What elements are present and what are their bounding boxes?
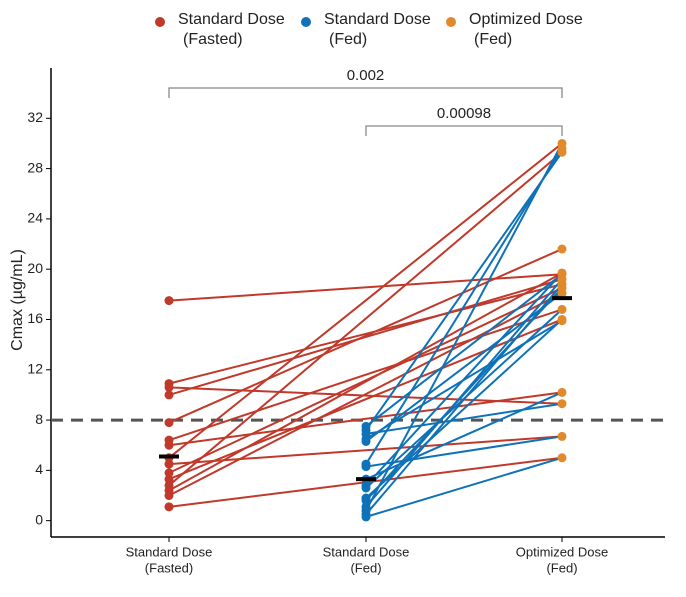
point [557, 316, 567, 326]
x-tick-label: Standard Dose [126, 544, 213, 559]
x-tick-label: (Fasted) [145, 560, 193, 575]
point [164, 491, 174, 501]
y-tick-label: 32 [27, 109, 43, 125]
legend-marker [155, 17, 165, 27]
pair-line [168, 283, 563, 385]
point [557, 431, 567, 441]
point [361, 506, 371, 516]
y-tick-label: 20 [27, 260, 43, 276]
pair-line [168, 248, 563, 424]
x-tick-label: Standard Dose [323, 544, 410, 559]
pair-line [168, 287, 563, 474]
point [361, 480, 371, 490]
point [361, 493, 371, 503]
legend-label: Standard Dose [178, 11, 285, 28]
point [361, 434, 371, 444]
point [557, 143, 567, 153]
pair-line [365, 435, 563, 468]
pair-line [365, 287, 563, 502]
point [557, 244, 567, 254]
legend-label: (Fasted) [183, 31, 243, 48]
legend-label: Optimized Dose [469, 11, 583, 28]
y-tick-label: 24 [27, 210, 43, 226]
point [557, 399, 567, 409]
y-tick-label: 16 [27, 310, 43, 326]
y-tick-label: 28 [27, 159, 43, 175]
point [557, 288, 567, 298]
y-tick-label: 8 [35, 411, 43, 427]
point [557, 274, 567, 284]
point [557, 387, 567, 397]
pair-line [365, 319, 563, 440]
legend-marker [446, 17, 456, 27]
point [557, 304, 567, 314]
y-axis-label: Cmax (µg/mL) [9, 249, 26, 351]
legend-label: (Fed) [474, 31, 512, 48]
point [164, 418, 174, 428]
point [164, 474, 174, 484]
pair-line [365, 273, 563, 428]
pair-line [365, 456, 563, 518]
pair-line [168, 318, 563, 481]
legend-label: Standard Dose [324, 11, 431, 28]
pair-line [365, 151, 563, 431]
p-value: 0.00098 [437, 105, 491, 122]
pair-line [168, 435, 563, 466]
legend: Standard Dose (Fasted) Standard Dose (Fed) O… [155, 11, 583, 48]
pair-line [365, 147, 563, 465]
point [164, 440, 174, 450]
y-tick-label: 4 [35, 461, 43, 477]
pair-line [365, 292, 563, 443]
pair-line [168, 308, 563, 442]
x-tick-label: Optimized Dose [516, 544, 608, 559]
bracket [365, 125, 563, 136]
point [361, 425, 371, 435]
pair-line [365, 318, 563, 499]
y-tick-label: 12 [27, 360, 43, 376]
point [557, 453, 567, 463]
pair-line [365, 402, 563, 435]
point [361, 512, 371, 522]
p-value: 0.002 [347, 67, 385, 84]
point [164, 382, 174, 392]
pair-line [168, 292, 563, 497]
point [164, 390, 174, 400]
pair-line [365, 308, 563, 489]
point [164, 502, 174, 512]
pair-line [168, 142, 563, 459]
point [164, 468, 174, 478]
bracket [168, 87, 563, 98]
legend-marker [301, 17, 311, 27]
point [557, 268, 567, 278]
point [164, 459, 174, 469]
pair-line [168, 272, 563, 492]
y-tick-label: 0 [35, 511, 43, 527]
pair-line [168, 391, 563, 447]
pair-line [168, 278, 563, 396]
point [361, 459, 371, 469]
legend-label: (Fed) [329, 31, 367, 48]
pair-line [168, 151, 563, 487]
x-tick-label: (Fed) [350, 560, 381, 575]
x-tick-label: (Fed) [546, 560, 577, 575]
point [164, 296, 174, 306]
